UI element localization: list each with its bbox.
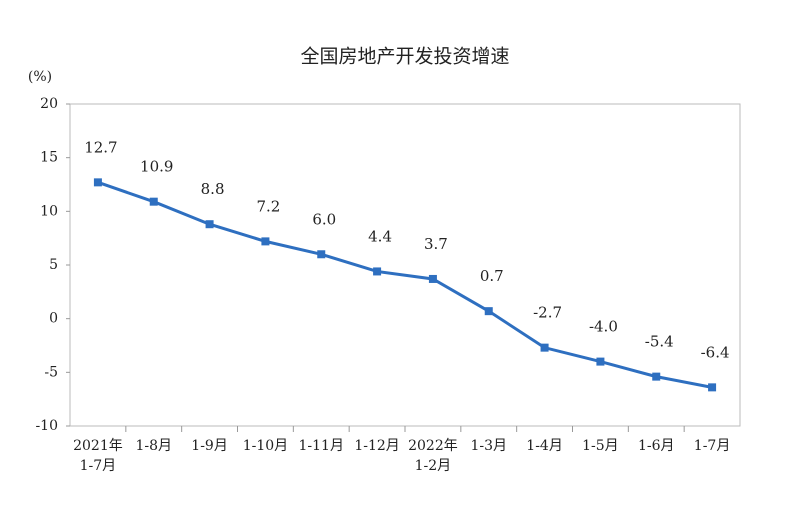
x-tick-label: 1-10月 — [243, 438, 288, 454]
marker — [484, 307, 493, 316]
value-label: 6.0 — [312, 210, 336, 228]
y-tick-label: -5 — [44, 364, 58, 380]
marker — [373, 267, 382, 276]
plot-frame — [69, 103, 741, 427]
value-label: -6.4 — [701, 343, 730, 361]
x-tick-label: 1-5月 — [582, 438, 619, 454]
marker — [205, 220, 214, 229]
x-tick-label: 1-7月 — [80, 458, 117, 474]
x-tick-label: 1-2月 — [415, 458, 452, 474]
x-tick-label: 1-9月 — [191, 438, 228, 454]
value-label: -5.4 — [645, 333, 674, 351]
y-axis-label: (%) — [28, 69, 52, 85]
x-tick-label: 1-3月 — [470, 438, 507, 454]
y-tick-label: 20 — [40, 96, 58, 112]
value-label: 0.7 — [480, 267, 504, 285]
marker — [652, 372, 661, 381]
x-tick-label: 1-7月 — [694, 438, 731, 454]
value-label: 3.7 — [424, 235, 448, 253]
marker — [428, 274, 437, 283]
y-tick-label: 5 — [49, 257, 58, 273]
marker — [540, 343, 549, 352]
x-tick-label: 2021年 — [73, 438, 123, 454]
value-label: -4.0 — [589, 318, 618, 336]
value-label: 4.4 — [368, 227, 392, 245]
value-label: 8.8 — [201, 180, 225, 198]
x-tick-label: 1-4月 — [526, 438, 563, 454]
line — [97, 180, 713, 389]
x-tick-label: 1-6月 — [638, 438, 675, 454]
chart-title: 全国房地产开发投资增速 — [300, 46, 509, 68]
value-label: 12.7 — [84, 138, 117, 156]
y-tick-label: 0 — [49, 311, 58, 327]
value-label: 10.9 — [140, 158, 173, 176]
x-tick-label: 1-8月 — [135, 438, 172, 454]
y-tick-label: 10 — [40, 203, 58, 219]
y-tick-label: 15 — [40, 150, 58, 166]
x-tick-label: 1-11月 — [299, 438, 344, 454]
marker — [317, 250, 326, 259]
marker — [596, 357, 605, 366]
marker — [708, 383, 717, 392]
marker — [149, 197, 158, 206]
y-tick-label: -10 — [35, 418, 58, 434]
marker — [261, 237, 270, 246]
x-tick-label: 1-12月 — [354, 438, 399, 454]
marker — [93, 178, 102, 187]
x-tick-label: 2022年 — [408, 438, 458, 454]
value-label: 7.2 — [256, 197, 280, 215]
value-label: -2.7 — [533, 304, 562, 322]
